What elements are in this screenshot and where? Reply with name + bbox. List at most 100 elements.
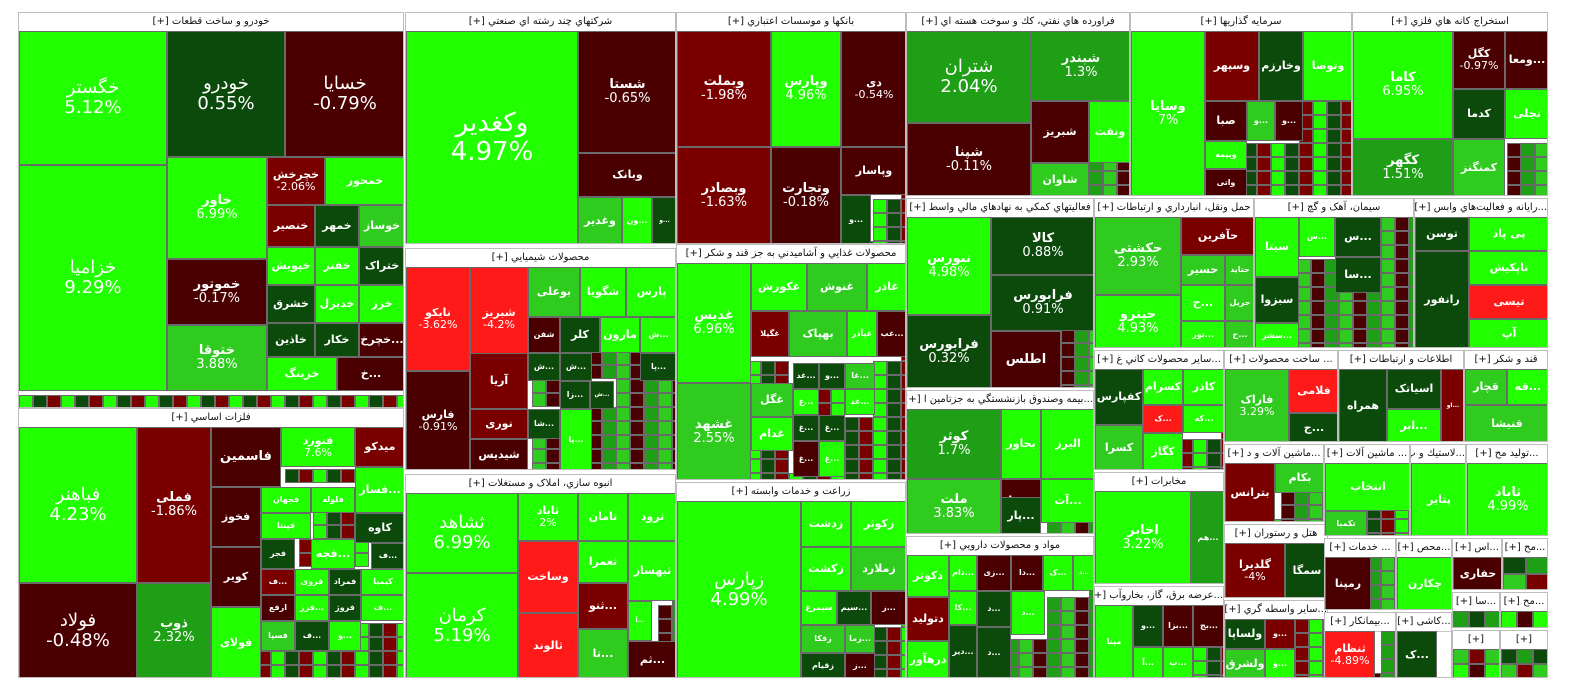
stock-tile[interactable]: ...پا [640, 353, 675, 381]
stock-tile[interactable]: ...آت [1041, 479, 1093, 523]
stock-tile[interactable]: ...ز [871, 591, 905, 625]
stock-tile[interactable]: ثاباد 4.99% [1467, 463, 1547, 535]
stock-tile[interactable]: تکمبا [1325, 511, 1367, 535]
stock-tile[interactable]: حریل [1225, 285, 1253, 321]
stock-tile[interactable]: ...سا [1335, 257, 1381, 293]
stock-tile[interactable]: ...غا [845, 363, 875, 389]
stock-tile[interactable]: سیمرغ [801, 591, 837, 625]
stock-tile[interactable]: وبیمه [1205, 141, 1247, 169]
stock-tile[interactable]: فلامی [1289, 369, 1337, 413]
stock-tile[interactable]: ...ک [1397, 631, 1437, 677]
stock-tile[interactable]: مارون [600, 317, 640, 353]
stock-tile[interactable]: وغدیر [578, 197, 622, 243]
stock-tile[interactable]: ذوب 2.32% [137, 583, 211, 677]
stock-tile[interactable]: ...د [1011, 591, 1045, 635]
stock-tile[interactable]: ...د [1073, 555, 1093, 591]
stock-tile[interactable]: ثالوند [518, 613, 578, 677]
sector-title[interactable]: ...ماشين آلات و د [+] [1225, 445, 1323, 464]
stock-tile[interactable]: ...بزا [1163, 605, 1193, 647]
stock-tile[interactable]: ...ک [1143, 405, 1183, 433]
sector-title[interactable]: استخراج كانه هاي فلزي [+] [1353, 13, 1547, 32]
stock-tile[interactable]: ...ک [1043, 555, 1073, 591]
stock-tile[interactable]: ...س [1299, 217, 1335, 257]
stock-tile[interactable]: دکوثر [907, 555, 949, 597]
stock-tile[interactable]: شپنا -0.11% [907, 123, 1031, 195]
stock-tile[interactable]: آریا [470, 353, 528, 409]
stock-tile[interactable]: ختوقا 3.88% [167, 325, 267, 391]
stock-tile[interactable]: شستا -0.65% [578, 31, 675, 153]
stock-tile[interactable]: بترانس [1225, 463, 1275, 521]
stock-tile[interactable]: خزر [359, 285, 403, 323]
stock-tile[interactable]: ...و [1133, 605, 1163, 647]
stock-tile[interactable]: ...و [652, 197, 675, 243]
stock-tile[interactable]: ثامان [578, 493, 628, 541]
stock-tile[interactable]: وکغدیر 4.97% [406, 31, 578, 243]
stock-tile[interactable]: شگویا [580, 267, 626, 317]
stock-tile[interactable]: ختراک [359, 247, 403, 285]
stock-tile[interactable]: ولساپا [1225, 619, 1265, 649]
stock-tile[interactable]: ...بج [1193, 605, 1223, 647]
stock-tile[interactable]: فجهان [261, 487, 311, 513]
stock-tile[interactable]: ...او [1441, 369, 1463, 441]
stock-tile[interactable]: ...تا [578, 629, 628, 677]
stock-tile[interactable]: ...پار [1001, 497, 1041, 533]
stock-tile[interactable]: ...خچرخ [359, 323, 403, 357]
stock-tile[interactable]: کاما 6.95% [1353, 31, 1453, 139]
stock-tile[interactable]: غشهد 2.55% [677, 383, 751, 479]
stock-tile[interactable]: کاذر [1183, 369, 1223, 405]
stock-tile[interactable]: ...فجه [311, 539, 355, 569]
stock-tile[interactable]: ...دا [1011, 555, 1043, 591]
stock-tile[interactable]: حفاری [1453, 557, 1501, 589]
stock-tile[interactable]: ...ون [622, 197, 652, 243]
stock-tile[interactable]: ...فرز [295, 595, 329, 621]
sector-title[interactable]: ... ماشين آلات [+] [1325, 445, 1409, 464]
stock-tile[interactable]: ...سیم [837, 591, 871, 625]
sector-title[interactable]: مواد و محصولات دارويي [+] [907, 537, 1093, 556]
stock-tile[interactable]: خرینگ [267, 357, 337, 391]
stock-tile[interactable]: فاسمین [211, 427, 281, 487]
stock-tile[interactable]: غپآذر [847, 311, 877, 357]
stock-tile[interactable]: وسایا 7% [1131, 31, 1205, 195]
stock-tile[interactable]: ...آ [1133, 647, 1163, 677]
stock-tile[interactable]: سمگا [1285, 543, 1327, 597]
stock-tile[interactable]: فولاد -0.48% [19, 583, 137, 677]
stock-tile[interactable]: ...غب [877, 311, 905, 357]
stock-tile[interactable]: خموتور -0.17% [167, 259, 267, 325]
stock-tile[interactable]: تیسی [1469, 285, 1547, 319]
stock-tile[interactable]: بخاور [1001, 409, 1041, 479]
stock-tile[interactable]: ...خ [337, 357, 403, 391]
stock-tile[interactable]: ...س [1335, 217, 1381, 257]
stock-tile[interactable]: ارفع [261, 595, 295, 621]
sector-title[interactable]: سرمايه گذاريها [+] [1131, 13, 1351, 32]
stock-tile[interactable]: بهپاک [789, 311, 847, 357]
stock-tile[interactable]: تجلی [1505, 89, 1547, 139]
stock-tile[interactable]: ...ف [295, 621, 329, 651]
stock-tile[interactable]: فباهنر 4.23% [19, 427, 137, 583]
sector-title[interactable]: سيمان، آهک و گچ [+] [1255, 199, 1413, 218]
stock-tile[interactable]: ...و [1265, 619, 1295, 649]
stock-tile[interactable]: اسیاتک [1387, 369, 1441, 409]
stock-tile[interactable]: حپترو 4.93% [1095, 295, 1181, 347]
sector-title[interactable]: محصولات شيميايي [+] [406, 249, 675, 268]
stock-tile[interactable]: حسیر [1181, 255, 1225, 285]
stock-tile[interactable]: وتوصا [1303, 31, 1351, 101]
stock-tile[interactable]: فجر [261, 539, 295, 569]
stock-tile[interactable]: توسن [1415, 217, 1469, 251]
stock-tile[interactable]: غگیلا [751, 311, 789, 357]
stock-tile[interactable]: زقیام [801, 653, 845, 677]
stock-tile[interactable]: ...ومعا [1505, 31, 1547, 89]
stock-tile[interactable]: مپنا [1095, 605, 1133, 677]
stock-tile[interactable]: ثشاهد 6.99% [406, 493, 518, 573]
stock-tile[interactable]: ملت 3.83% [907, 479, 1001, 533]
stock-tile[interactable]: ...دام [949, 555, 977, 591]
sector-title[interactable]: هتل و رستوران [+] [1225, 525, 1327, 544]
stock-tile[interactable]: ...و [819, 363, 845, 389]
sector-title[interactable]: خودرو و ساخت قطعات [+] [19, 13, 403, 32]
stock-tile[interactable]: ...ثنو [578, 583, 628, 629]
stock-tile[interactable]: دی -0.54% [841, 31, 905, 147]
stock-tile[interactable]: ثرود [628, 493, 675, 541]
stock-tile[interactable]: کگل -0.97% [1453, 31, 1505, 89]
sector-title[interactable]: مخابرات [+] [1095, 473, 1223, 492]
sector-title[interactable]: ...توليد مح [+] [1467, 445, 1547, 464]
stock-tile[interactable]: رمپنا [1325, 557, 1371, 609]
